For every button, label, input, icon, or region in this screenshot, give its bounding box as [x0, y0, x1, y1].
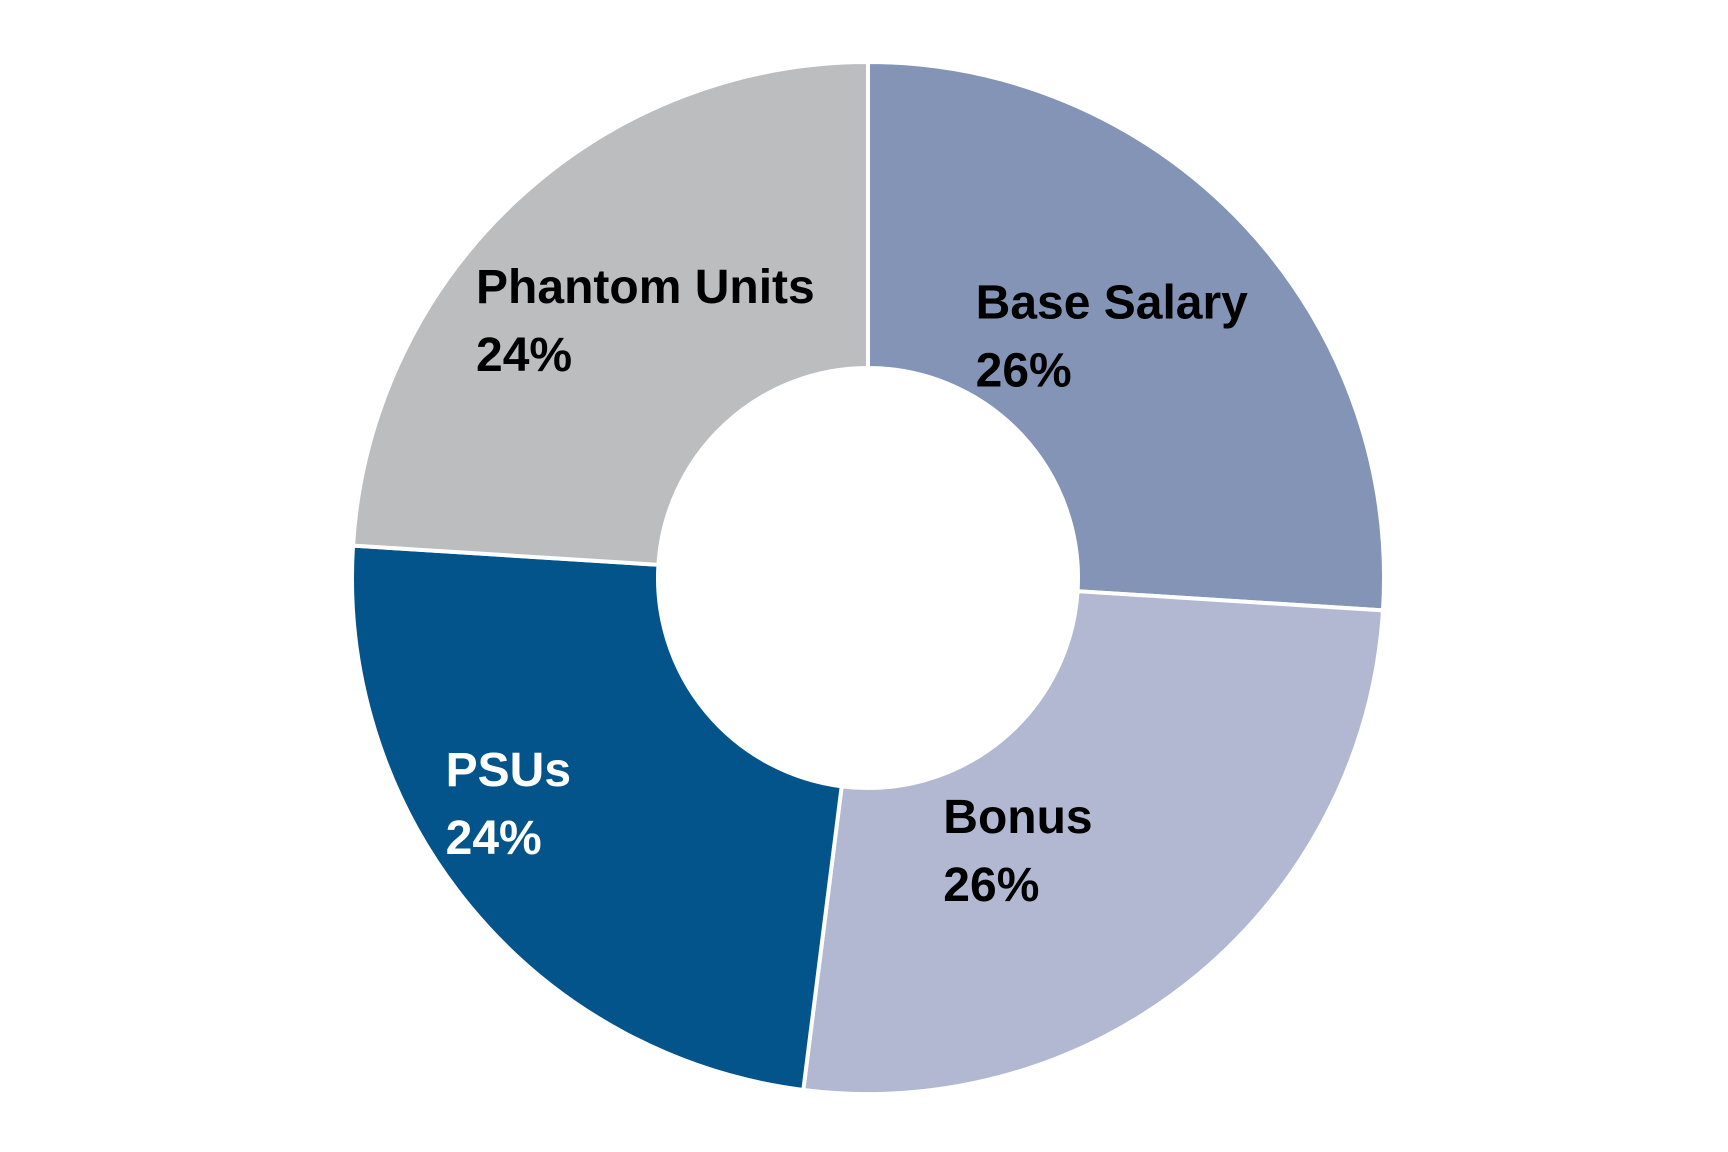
donut-segment [866, 59, 1386, 613]
segment-value-label: 26% [943, 859, 1039, 912]
donut-segment [801, 589, 1386, 1096]
donut-segment [350, 543, 844, 1093]
segment-value-label: 26% [976, 345, 1072, 398]
segment-label: Base Salary [976, 277, 1249, 330]
donut-segment [350, 59, 870, 567]
segment-label: Bonus [943, 791, 1092, 844]
segment-label: PSUs [446, 744, 571, 797]
segment-value-label: 24% [476, 329, 572, 382]
segment-label: Phantom Units [476, 261, 815, 314]
segment-value-label: 24% [446, 812, 542, 865]
